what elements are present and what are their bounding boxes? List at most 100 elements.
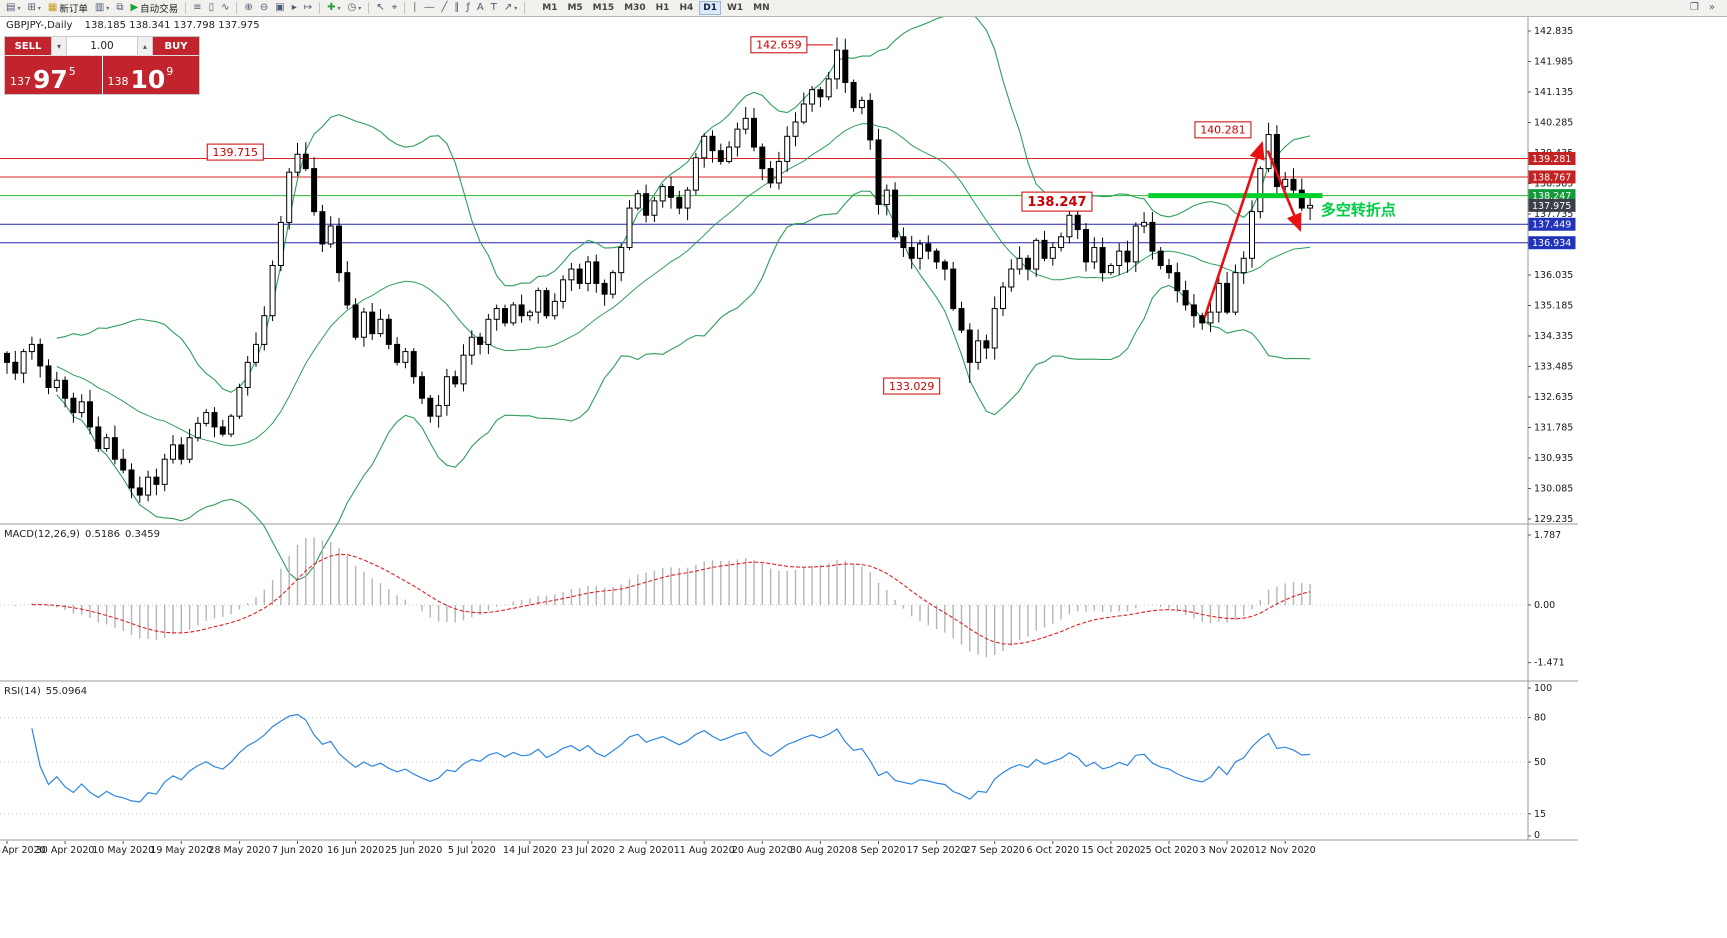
toolbar-separator (368, 2, 370, 14)
indicators-icon[interactable]: ✚ ▾ (324, 1, 343, 16)
volume-input[interactable]: 1.00 (90, 40, 114, 52)
fibonacci-icon[interactable]: ƒ (463, 1, 473, 16)
new-chart-icon: ⊞ (27, 2, 36, 13)
arrows-icon[interactable]: ↗ ▾ (501, 1, 520, 16)
new-chart-icon[interactable]: ⊞ ▾ (24, 1, 43, 16)
crosshair-icon[interactable]: ⌖ (389, 1, 401, 16)
buy-price-int: 138 (107, 75, 129, 88)
svg-text:130.935: 130.935 (1534, 453, 1573, 464)
profiles-icon[interactable]: ▤ ▾ (3, 1, 23, 16)
caret-down-icon: ▾ (56, 41, 61, 51)
volume-increase-button[interactable]: ▴ (137, 37, 153, 55)
rsi-value: 55.0964 (45, 686, 88, 697)
bar-chart-icon[interactable]: ≡ (190, 1, 204, 16)
toolbar-separator (524, 2, 526, 14)
chart-windows-icon[interactable]: ▥ ▾ (92, 1, 112, 16)
channel-icon: ∥ (454, 2, 460, 13)
tile-windows-icon: ▣ (275, 2, 285, 13)
svg-text:130.085: 130.085 (1534, 483, 1573, 494)
macd-name: MACD(12,26,9) (4, 529, 80, 540)
window-restore-icon[interactable]: ❐ (1687, 1, 1702, 16)
toolbar-separator (319, 2, 321, 14)
svg-text:139.715: 139.715 (213, 146, 259, 159)
svg-text:141.985: 141.985 (1534, 56, 1573, 67)
horizontal-line-icon: ― (424, 2, 435, 13)
timeframe-m1[interactable]: M1 (542, 3, 558, 13)
tile-windows-icon[interactable]: ▣ (272, 1, 287, 16)
text-icon: A (476, 2, 484, 13)
chart-shift-icon[interactable]: ↦ (301, 1, 315, 16)
one-click-trading-panel: SELL ▾ 1.00 ▴ BUY 137 97 5 138 10 9 (4, 36, 200, 95)
arrows-icon: ↗ (503, 2, 513, 13)
ohlc-values: 138.185 138.341 137.798 137.975 (84, 20, 260, 31)
svg-text:5 Jul 2020: 5 Jul 2020 (448, 845, 496, 856)
buy-price-display[interactable]: 138 10 9 (102, 56, 199, 94)
timeframe-h1[interactable]: H1 (655, 3, 670, 13)
sell-price-display[interactable]: 137 97 5 (5, 56, 102, 94)
trendline-icon[interactable]: ╱ (438, 1, 450, 16)
buy-price-main: 10 (130, 64, 166, 94)
toolbar-overflow-icon: » (1708, 2, 1715, 13)
strategy-tester-icon[interactable]: ⧉ (113, 1, 126, 16)
timeframe-h4[interactable]: H4 (679, 3, 694, 13)
toolbar-overflow-icon[interactable]: » (1706, 1, 1718, 16)
auto-scroll-icon[interactable]: ▸ (289, 1, 300, 16)
svg-text:25 Oct 2020: 25 Oct 2020 (1140, 845, 1199, 856)
toolbar-icon-group: ▤ ▾ ⊞ ▾ ▦ 新订单 ▥ ▾ ⧉ ▶ 自动交易 ≡ ▯ ∿ ⊕ ⊖ ▣ ▸ ↦ ✚ ▾ ◷ ▾ ↖ ⌖ ∣ ― ╱ ∥ ƒ A T ↗ ▾ (3, 1, 528, 16)
new-order-button[interactable]: ▦ 新订单 (45, 1, 91, 16)
crosshair-icon: ⌖ (391, 2, 398, 13)
cursor-icon[interactable]: ↖ (373, 1, 387, 16)
channel-icon[interactable]: ∥ (451, 1, 462, 16)
trendline-icon: ╱ (441, 2, 448, 13)
svg-text:16 Jun 2020: 16 Jun 2020 (327, 845, 384, 856)
chevron-down-icon: ▾ (514, 4, 518, 12)
main-toolbar: ▤ ▾ ⊞ ▾ ▦ 新订单 ▥ ▾ ⧉ ▶ 自动交易 ≡ ▯ ∿ ⊕ ⊖ ▣ ▸ ↦ ✚ ▾ ◷ ▾ ↖ ⌖ ∣ ― ╱ ∥ ƒ A T ↗ ▾ … (0, 0, 1727, 17)
zoom-out-icon[interactable]: ⊖ (257, 1, 271, 16)
autotrading-button[interactable]: ▶ 自动交易 (127, 1, 181, 16)
timeframe-m5[interactable]: M5 (567, 3, 583, 13)
volume-decrease-button[interactable]: ▾ (51, 37, 67, 55)
vertical-line-icon[interactable]: ∣ (409, 1, 420, 16)
svg-text:27 Sep 2020: 27 Sep 2020 (965, 845, 1025, 856)
zoom-in-icon[interactable]: ⊕ (241, 1, 255, 16)
sell-price-int: 137 (10, 75, 31, 88)
svg-text:138.247: 138.247 (1532, 191, 1571, 202)
svg-text:80: 80 (1534, 713, 1546, 724)
svg-text:3 Nov 2020: 3 Nov 2020 (1200, 845, 1255, 856)
label-icon: T (490, 2, 497, 13)
timeframe-mn[interactable]: MN (753, 3, 770, 13)
chevron-down-icon: ▾ (17, 4, 21, 12)
svg-text:0.00: 0.00 (1534, 600, 1555, 611)
buy-button[interactable]: BUY (153, 37, 199, 55)
timeframe-w1[interactable]: W1 (726, 3, 744, 13)
zoom-out-icon: ⊖ (259, 2, 269, 13)
profiles-icon: ▤ (6, 2, 16, 13)
new-order-button: ▦ (47, 2, 58, 13)
line-chart-icon[interactable]: ∿ (218, 1, 232, 16)
svg-text:8 Sep 2020: 8 Sep 2020 (851, 845, 905, 856)
periods-icon: ◷ (347, 2, 357, 13)
svg-text:50: 50 (1534, 757, 1546, 768)
svg-text:142.835: 142.835 (1534, 26, 1573, 37)
horizontal-line-icon[interactable]: ― (421, 1, 437, 16)
buy-price-sup: 9 (166, 65, 174, 78)
periods-icon[interactable]: ◷ ▾ (345, 1, 365, 16)
macd-value-main: 0.5186 (84, 529, 120, 540)
timeframe-m15[interactable]: M15 (592, 3, 615, 13)
label-icon[interactable]: T (488, 1, 500, 16)
candlestick-chart-icon[interactable]: ▯ (206, 1, 218, 16)
text-icon[interactable]: A (474, 1, 487, 16)
timeframe-m30[interactable]: M30 (624, 3, 646, 13)
rsi-indicator-label: RSI(14) 55.0964 (4, 686, 92, 697)
window-restore-icon: ❐ (1689, 2, 1699, 13)
svg-text:28 May 2020: 28 May 2020 (208, 845, 270, 856)
svg-text:19 May 2020: 19 May 2020 (150, 845, 212, 856)
svg-text:Apr 2020: Apr 2020 (2, 845, 46, 856)
timeframe-d1[interactable]: D1 (699, 1, 721, 15)
svg-text:137.449: 137.449 (1532, 220, 1571, 231)
vertical-line-icon: ∣ (412, 2, 418, 13)
sell-button[interactable]: SELL (5, 37, 51, 55)
svg-text:100: 100 (1534, 683, 1552, 694)
svg-text:138.585: 138.585 (1534, 178, 1573, 189)
